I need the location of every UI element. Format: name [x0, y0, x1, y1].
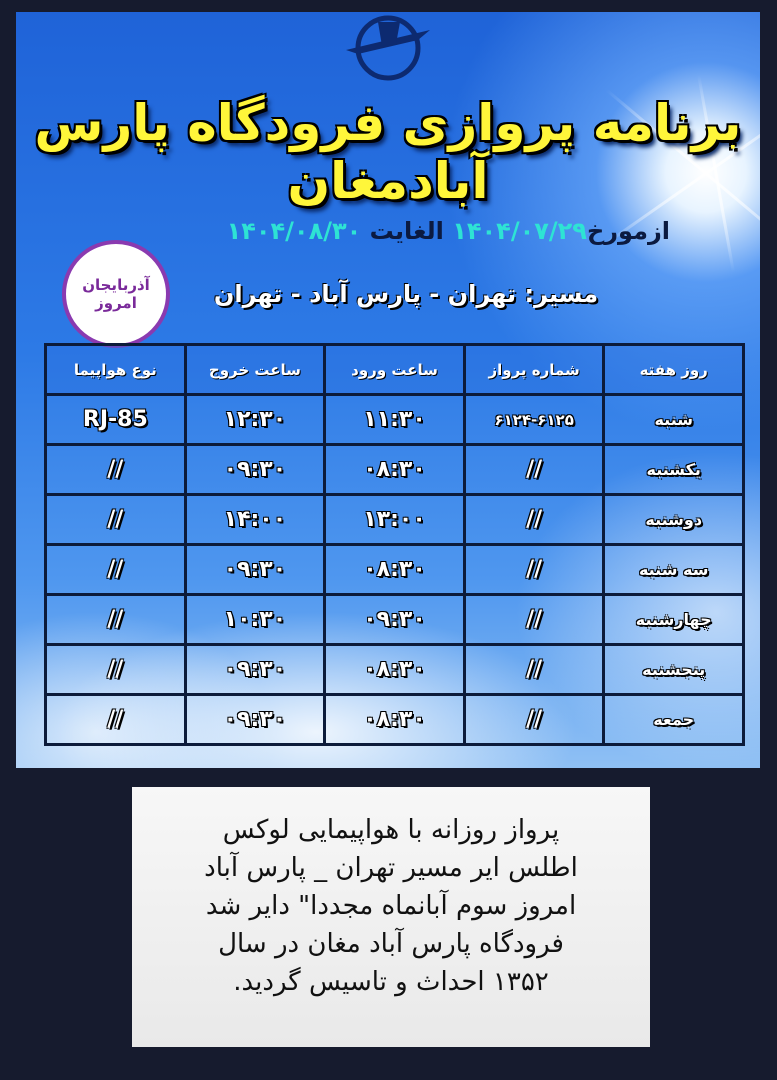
table-cell: //: [462, 643, 606, 696]
table-row: یکشنبه//۰۸:۳۰ ۰۹:۳۰//: [44, 443, 745, 496]
table-cell: چهارشنبه: [602, 593, 745, 646]
table-cell: //: [462, 543, 606, 596]
column-header: ساعت ورود: [323, 343, 466, 396]
table-cell: //: [44, 493, 187, 546]
table-row: چهارشنبه//۰۹:۳۰ ۱۰:۳۰//: [44, 593, 745, 646]
route: مسیر: تهران - پارس آباد - تهران: [213, 280, 599, 308]
caption-line: فرودگاه پارس آباد مغان در سال: [218, 929, 564, 959]
caption-line: امروز سوم آبانماه مجددا" دایر شد: [205, 891, 577, 921]
table-cell: //: [44, 643, 187, 696]
column-header: نوع هواپیما: [44, 343, 187, 396]
table-cell: سه شنبه: [602, 543, 745, 596]
table-cell: ۰۸:۳۰: [323, 643, 466, 696]
table-cell: //: [462, 693, 606, 746]
table-cell: دوشنبه: [602, 493, 745, 546]
table-row: دوشنبه//۱۳:۰۰ ۱۴:۰۰//: [44, 493, 745, 546]
table-cell: ۰۹:۳۰: [183, 693, 327, 746]
table-cell: ۰۹:۳۰: [323, 593, 466, 646]
table-cell: ۰۹:۳۰: [183, 443, 327, 496]
table-cell: //: [462, 593, 606, 646]
table-cell: //: [462, 493, 606, 546]
column-header: روز هفته: [602, 343, 745, 396]
caption-box: پرواز روزانه با هواپیمایی لوکس اطلس ایر م…: [132, 787, 650, 1047]
table-row: سه شنبه//۰۸:۳۰ ۰۹:۳۰//: [44, 543, 745, 596]
page-title: برنامه پروازی فرودگاه پارس آبادمغان: [34, 94, 742, 210]
date-to: ۱۴۰۴/۰۸/۳۰: [226, 217, 362, 245]
table-cell: //: [44, 443, 187, 496]
table-cell: ۱۱:۳۰: [323, 393, 466, 446]
caption-line: پرواز روزانه با هواپیمایی لوکس: [222, 815, 560, 845]
table-cell: //: [462, 443, 606, 496]
table-cell: شنبه: [602, 393, 745, 446]
table-cell: RJ-85: [44, 393, 187, 446]
date-from-label: ازمورخ: [586, 217, 670, 245]
table-row: پنجشنبه//۰۸:۳۰ ۰۹:۳۰//: [44, 643, 745, 696]
table-cell: ۱۴:۰۰: [183, 493, 327, 546]
table-cell: //: [44, 693, 187, 746]
table-cell: یکشنبه: [602, 443, 745, 496]
column-header: شماره پرواز: [462, 343, 606, 396]
table-row: شنبه ۶۱۲۴-۶۱۲۵ ۱۱:۳۰ ۱۲:۳۰ RJ-85: [44, 393, 745, 446]
date-to-label: الغایت: [369, 217, 444, 245]
table-cell: ۰۹:۳۰: [183, 543, 327, 596]
caption-line: اطلس ایر مسیر تهران _ پارس آباد: [204, 853, 578, 883]
table-header-row: روز هفته شماره پرواز ساعت ورود ساعت خروج نوع…: [44, 343, 745, 396]
watermark-logo: آذربایجان امروز: [62, 240, 170, 348]
table-cell: ۰۹:۳۰: [183, 643, 327, 696]
date-range: ازمورخ۱۴۰۴/۰۷/۲۹ الغایت ۱۴۰۴/۰۸/۳۰: [227, 217, 670, 245]
flight-schedule-poster: برنامه پروازی فرودگاه پارس آبادمغان ازمو…: [16, 12, 760, 768]
date-from: ۱۴۰۴/۰۷/۲۹: [452, 217, 587, 245]
table-cell: جمعه: [602, 693, 745, 746]
table-cell: ۰۸:۳۰: [323, 443, 466, 496]
table-cell: ۰۸:۳۰: [323, 543, 466, 596]
table-cell: //: [44, 593, 187, 646]
column-header: ساعت خروج: [183, 343, 327, 396]
table-cell: ۶۱۲۴-۶۱۲۵: [462, 393, 606, 446]
table-cell: ۱۳:۰۰: [323, 493, 466, 546]
table-cell: //: [44, 543, 187, 596]
schedule-table: روز هفته شماره پرواز ساعت ورود ساعت خروج نوع…: [44, 343, 745, 746]
airport-logo-icon: [346, 15, 430, 81]
table-cell: ۱۰:۳۰: [183, 593, 327, 646]
watermark-text: آذربایجان امروز: [82, 276, 150, 312]
table-cell: پنجشنبه: [602, 643, 745, 696]
table-row: جمعه//۰۸:۳۰ ۰۹:۳۰//: [44, 693, 745, 746]
caption-line: ۱۳۵۲ احداث و تاسیس گردید.: [233, 967, 549, 997]
table-cell: ۰۸:۳۰: [323, 693, 466, 746]
table-cell: ۱۲:۳۰: [183, 393, 327, 446]
